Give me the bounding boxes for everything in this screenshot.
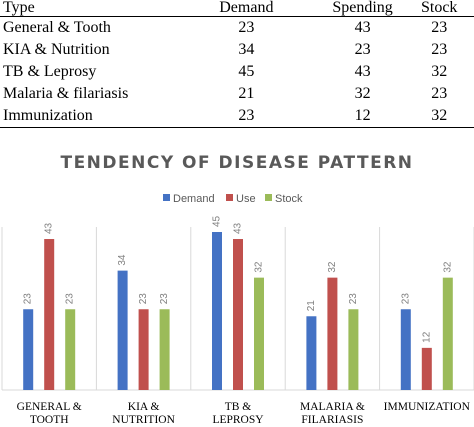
data-label: 45 — [212, 215, 223, 227]
data-label: 32 — [327, 261, 338, 273]
data-label: 23 — [400, 293, 411, 305]
data-label: 12 — [421, 331, 432, 343]
data-label: 34 — [117, 254, 128, 266]
table-row: Malaria & filariasis 21 32 23 — [0, 83, 474, 105]
data-label: 23 — [23, 293, 34, 305]
x-tick-label: TOOTH — [30, 414, 69, 426]
data-label: 23 — [348, 293, 359, 305]
bar — [44, 239, 55, 390]
legend-swatch — [226, 194, 233, 201]
cell-type: TB & Leprosy — [3, 63, 97, 80]
cell-type: General & Tooth — [3, 19, 111, 36]
legend-label: Demand — [173, 193, 215, 205]
cell-spending: 23 — [354, 41, 371, 58]
bar — [138, 309, 149, 390]
cell-spending: 43 — [354, 63, 371, 80]
bar — [159, 309, 170, 390]
table-row: TB & Leprosy 45 43 32 — [0, 61, 474, 83]
bar — [421, 347, 432, 390]
cell-demand: 21 — [238, 85, 255, 102]
x-tick-label: NUTRITION — [112, 414, 175, 426]
data-label: 43 — [44, 222, 55, 234]
bar — [254, 277, 264, 390]
x-tick-label: GENERAL & — [17, 401, 82, 413]
bar — [306, 316, 317, 390]
cell-spending: 32 — [354, 85, 371, 102]
bar — [442, 277, 453, 390]
cell-stock: 23 — [431, 85, 448, 102]
cell-type: KIA & Nutrition — [3, 41, 110, 58]
cell-stock: 32 — [431, 107, 448, 124]
bar — [400, 309, 411, 390]
bar — [327, 277, 338, 390]
chart-title: TENDENCY OF DISEASE PATTERN — [60, 153, 413, 173]
table-header-row: Type Demand Spending Stock — [0, 0, 474, 17]
cell-demand: 23 — [238, 107, 255, 124]
cell-demand: 23 — [238, 19, 255, 36]
data-label: 21 — [306, 300, 317, 312]
bar — [233, 239, 243, 390]
bar-chart: TENDENCY OF DISEASE PATTERN Demand Use Stoc… — [1, 153, 474, 426]
header-stock: Stock — [420, 0, 458, 16]
x-tick-label: FILARIASIS — [301, 414, 363, 426]
cell-spending: 43 — [354, 19, 371, 36]
legend-label: Use — [236, 193, 256, 205]
cell-stock: 23 — [431, 19, 448, 36]
table-row: Immunization 23 12 32 — [0, 105, 474, 128]
data-label: 23 — [65, 293, 76, 305]
legend-swatch — [163, 194, 170, 201]
cell-type: Malaria & filariasis — [3, 85, 129, 102]
table-row: KIA & Nutrition 34 23 23 — [0, 39, 474, 61]
bar — [23, 309, 34, 390]
header-type: Type — [3, 0, 35, 16]
x-tick-label: IMMUNIZATION — [384, 401, 471, 413]
cell-demand: 45 — [238, 63, 255, 80]
cell-stock: 23 — [431, 41, 448, 58]
cell-type: Immunization — [3, 107, 93, 124]
x-tick-label: MALARIA & — [300, 401, 365, 413]
legend-label: Stock — [275, 193, 303, 205]
x-tick-label: KIA & — [128, 401, 160, 413]
bar — [65, 309, 76, 390]
data-label: 43 — [233, 222, 244, 234]
header-demand: Demand — [219, 0, 274, 16]
data-label: 32 — [442, 261, 453, 273]
bar — [212, 232, 222, 390]
x-tick-label: TB & — [225, 401, 252, 413]
cell-spending: 12 — [354, 107, 371, 124]
data-table: Type Demand Spending Stock General & Too… — [0, 0, 474, 128]
x-tick-label: LEPROSY — [212, 414, 264, 426]
data-label: 32 — [254, 261, 265, 273]
cell-stock: 32 — [431, 63, 448, 80]
bar — [348, 309, 359, 390]
table-row: General & Tooth 23 43 23 — [0, 17, 474, 40]
data-label: 23 — [159, 293, 170, 305]
data-label: 23 — [138, 293, 149, 305]
header-spending: Spending — [332, 0, 393, 16]
legend-swatch — [265, 194, 272, 201]
cell-demand: 34 — [238, 41, 255, 58]
bar — [117, 270, 128, 390]
